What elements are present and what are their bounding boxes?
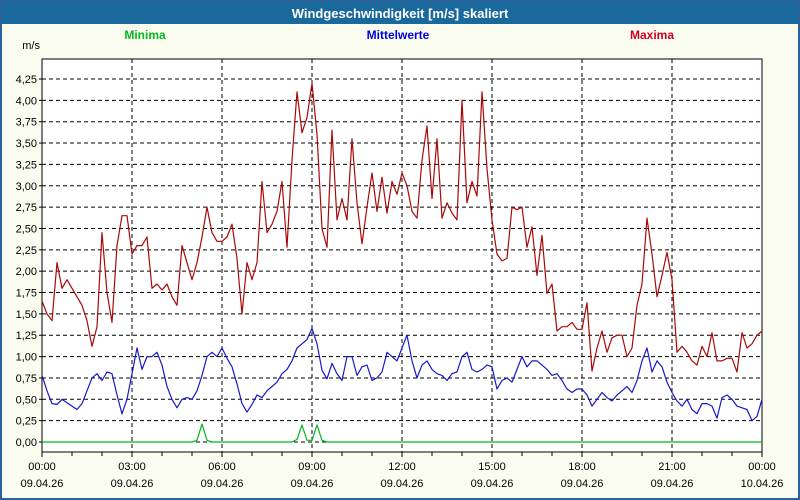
y-tick-label: 3,00 — [16, 181, 37, 193]
y-tick-label: 2,50 — [16, 223, 37, 235]
x-tick-date-label: 09.04.26 — [21, 478, 64, 490]
y-tick-label: 0,25 — [16, 416, 37, 428]
y-tick-label: 2,75 — [16, 202, 37, 214]
x-tick-time-label: 00:00 — [748, 461, 776, 473]
y-tick-label: 0,00 — [16, 437, 37, 449]
y-tick-label: 3,75 — [16, 117, 37, 129]
x-tick-date-label: 09.04.26 — [111, 478, 154, 490]
x-tick-time-label: 18:00 — [568, 461, 596, 473]
x-tick-date-label: 09.04.26 — [381, 478, 424, 490]
y-tick-label: 4,25 — [16, 74, 37, 86]
y-tick-label: 3,50 — [16, 138, 37, 150]
y-tick-label: 1,75 — [16, 288, 37, 300]
y-tick-label: 2,00 — [16, 266, 37, 278]
series-mittelwerte-line — [41, 327, 763, 422]
x-tick-time-label: 06:00 — [208, 461, 236, 473]
legend-mittelwerte-label: Mittelwerte — [366, 28, 430, 42]
y-tick-label: 1,25 — [16, 330, 37, 342]
window-title: Windgeschwindigkeit [m/s] skaliert — [291, 5, 509, 21]
x-tick-date-label: 09.04.26 — [561, 478, 604, 490]
x-tick-date-label: 09.04.26 — [471, 478, 514, 490]
series-minima-line — [42, 423, 762, 443]
x-tick-time-label: 21:00 — [658, 461, 686, 473]
x-tick-date-label: 09.04.26 — [291, 478, 334, 490]
y-tick-label: 4,00 — [16, 95, 37, 107]
y-axis-unit-label: m/s — [22, 40, 40, 52]
x-tick-time-label: 03:00 — [118, 461, 146, 473]
x-tick-date-label: 10.04.26 — [741, 478, 784, 490]
y-tick-label: 2,25 — [16, 245, 37, 257]
x-tick-time-label: 12:00 — [388, 461, 416, 473]
y-tick-label: 3,25 — [16, 159, 37, 171]
y-tick-label: 1,00 — [16, 352, 37, 364]
legend-minima-label: Minima — [124, 28, 166, 42]
x-tick-time-label: 15:00 — [478, 461, 506, 473]
y-tick-label: 0,75 — [16, 373, 37, 385]
series-maxima-line — [41, 82, 763, 373]
x-tick-time-label: 00:00 — [28, 461, 56, 473]
x-tick-date-label: 09.04.26 — [201, 478, 244, 490]
x-tick-time-label: 09:00 — [298, 461, 326, 473]
window-titlebar: Windgeschwindigkeit [m/s] skaliert — [2, 2, 798, 24]
legend-maxima-label: Maxima — [629, 28, 675, 42]
y-tick-label: 0,50 — [16, 394, 37, 406]
x-tick-date-label: 09.04.26 — [651, 478, 694, 490]
y-tick-label: 1,50 — [16, 309, 37, 321]
